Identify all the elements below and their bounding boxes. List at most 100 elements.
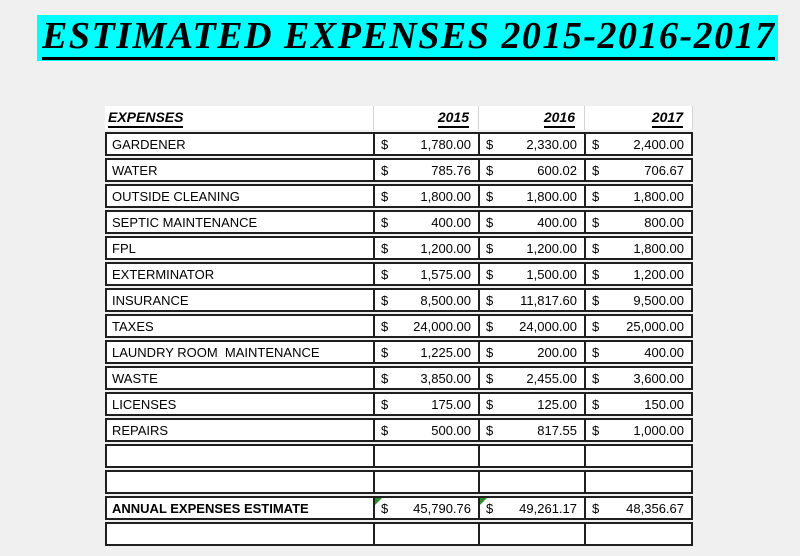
- amount-cell-2015[interactable]: $500.00: [373, 418, 478, 442]
- amount-value: 400.00: [537, 214, 577, 230]
- currency-symbol: $: [486, 266, 494, 282]
- expense-label-cell[interactable]: FPL: [105, 236, 373, 260]
- currency-symbol: $: [592, 318, 600, 334]
- amount-cell-2017[interactable]: $706.67: [584, 158, 693, 182]
- expense-label-cell[interactable]: LICENSES: [105, 392, 373, 416]
- header-expenses[interactable]: EXPENSES: [105, 106, 373, 130]
- expense-label-cell[interactable]: GARDENER: [105, 132, 373, 156]
- header-year-2015[interactable]: 2015: [373, 106, 478, 130]
- expense-label-cell[interactable]: OUTSIDE CLEANING: [105, 184, 373, 208]
- amount-cell-2017[interactable]: $9,500.00: [584, 288, 693, 312]
- header-year-2017-label: 2017: [651, 109, 683, 128]
- amount-text: $49,261.17: [480, 498, 584, 518]
- amount-text: $1,000.00: [586, 420, 691, 440]
- empty-cell[interactable]: [584, 444, 693, 468]
- currency-symbol: $: [381, 292, 389, 308]
- amount-cell-2017[interactable]: $48,356.67: [584, 496, 693, 520]
- empty-cell[interactable]: [105, 522, 373, 546]
- error-indicator-icon: [480, 498, 487, 505]
- amount-cell-2016[interactable]: $11,817.60: [478, 288, 584, 312]
- amount-text: $1,800.00: [586, 238, 691, 258]
- expense-label-cell[interactable]: WATER: [105, 158, 373, 182]
- empty-cell[interactable]: [478, 470, 584, 494]
- amount-value: 400.00: [431, 214, 471, 230]
- amount-cell-2015[interactable]: $8,500.00: [373, 288, 478, 312]
- amount-value: 400.00: [644, 344, 684, 360]
- amount-cell-2017[interactable]: $400.00: [584, 340, 693, 364]
- amount-cell-2015[interactable]: $1,780.00: [373, 132, 478, 156]
- amount-cell-2017[interactable]: $3,600.00: [584, 366, 693, 390]
- amount-value: 1,200.00: [420, 240, 471, 256]
- expense-label-cell[interactable]: ANNUAL EXPENSES ESTIMATE: [105, 496, 373, 520]
- amount-cell-2015[interactable]: $785.76: [373, 158, 478, 182]
- amount-cell-2015[interactable]: $175.00: [373, 392, 478, 416]
- currency-symbol: $: [381, 344, 389, 360]
- expense-label-cell[interactable]: REPAIRS: [105, 418, 373, 442]
- amount-cell-2016[interactable]: $1,200.00: [478, 236, 584, 260]
- empty-cell[interactable]: [478, 522, 584, 546]
- expense-label-cell[interactable]: INSURANCE: [105, 288, 373, 312]
- amount-value: 49,261.17: [519, 500, 577, 516]
- amount-cell-2017[interactable]: $1,800.00: [584, 184, 693, 208]
- currency-symbol: $: [592, 214, 600, 230]
- amount-value: 600.02: [537, 162, 577, 178]
- empty-cell[interactable]: [584, 522, 693, 546]
- amount-cell-2017[interactable]: $25,000.00: [584, 314, 693, 338]
- amount-value: 48,356.67: [626, 500, 684, 516]
- amount-cell-2016[interactable]: $400.00: [478, 210, 584, 234]
- header-year-2016-label: 2016: [543, 109, 575, 128]
- amount-cell-2017[interactable]: $1,800.00: [584, 236, 693, 260]
- title-bar[interactable]: ESTIMATED EXPENSES 2015-2016-2017: [37, 15, 778, 61]
- amount-cell-2015[interactable]: $1,225.00: [373, 340, 478, 364]
- empty-cell[interactable]: [373, 522, 478, 546]
- amount-cell-2016[interactable]: $24,000.00: [478, 314, 584, 338]
- expense-label-cell[interactable]: SEPTIC MAINTENANCE: [105, 210, 373, 234]
- amount-cell-2015[interactable]: $3,850.00: [373, 366, 478, 390]
- amount-cell-2017[interactable]: $800.00: [584, 210, 693, 234]
- header-year-2016[interactable]: 2016: [478, 106, 584, 130]
- amount-text: $1,200.00: [480, 238, 584, 258]
- amount-value: 1,200.00: [526, 240, 577, 256]
- amount-cell-2016[interactable]: $600.02: [478, 158, 584, 182]
- amount-cell-2015[interactable]: $45,790.76: [373, 496, 478, 520]
- amount-cell-2016[interactable]: $49,261.17: [478, 496, 584, 520]
- amount-cell-2016[interactable]: $1,800.00: [478, 184, 584, 208]
- amount-text: $706.67: [586, 160, 691, 180]
- amount-cell-2016[interactable]: $2,455.00: [478, 366, 584, 390]
- amount-cell-2017[interactable]: $1,000.00: [584, 418, 693, 442]
- amount-cell-2016[interactable]: $1,500.00: [478, 262, 584, 286]
- amount-cell-2016[interactable]: $817.55: [478, 418, 584, 442]
- expense-label-cell[interactable]: EXTERMINATOR: [105, 262, 373, 286]
- currency-symbol: $: [592, 292, 600, 308]
- amount-cell-2015[interactable]: $1,200.00: [373, 236, 478, 260]
- amount-cell-2017[interactable]: $1,200.00: [584, 262, 693, 286]
- spacer-row: [105, 470, 693, 494]
- amount-cell-2017[interactable]: $2,400.00: [584, 132, 693, 156]
- expense-table: EXPENSES 2015 2016 2017 GARDENER $1,780.0…: [105, 104, 693, 548]
- amount-cell-2015[interactable]: $400.00: [373, 210, 478, 234]
- expense-label-cell[interactable]: TAXES: [105, 314, 373, 338]
- expense-label-cell[interactable]: LAUNDRY ROOM MAINTENANCE: [105, 340, 373, 364]
- expense-label-cell[interactable]: WASTE: [105, 366, 373, 390]
- empty-cell[interactable]: [105, 444, 373, 468]
- empty-cell[interactable]: [373, 444, 478, 468]
- currency-symbol: $: [592, 240, 600, 256]
- amount-text: $1,800.00: [480, 186, 584, 206]
- amount-cell-2015[interactable]: $1,575.00: [373, 262, 478, 286]
- amount-cell-2016[interactable]: $2,330.00: [478, 132, 584, 156]
- amount-cell-2017[interactable]: $150.00: [584, 392, 693, 416]
- amount-cell-2016[interactable]: $200.00: [478, 340, 584, 364]
- empty-cell[interactable]: [105, 470, 373, 494]
- amount-cell-2015[interactable]: $24,000.00: [373, 314, 478, 338]
- amount-cell-2015[interactable]: $1,800.00: [373, 184, 478, 208]
- amount-value: 24,000.00: [413, 318, 471, 334]
- empty-cell[interactable]: [373, 470, 478, 494]
- amount-text: $2,455.00: [480, 368, 584, 388]
- empty-cell[interactable]: [584, 470, 693, 494]
- header-year-2017[interactable]: 2017: [584, 106, 693, 130]
- currency-symbol: $: [486, 292, 494, 308]
- amount-cell-2016[interactable]: $125.00: [478, 392, 584, 416]
- currency-symbol: $: [592, 344, 600, 360]
- currency-symbol: $: [486, 214, 494, 230]
- empty-cell[interactable]: [478, 444, 584, 468]
